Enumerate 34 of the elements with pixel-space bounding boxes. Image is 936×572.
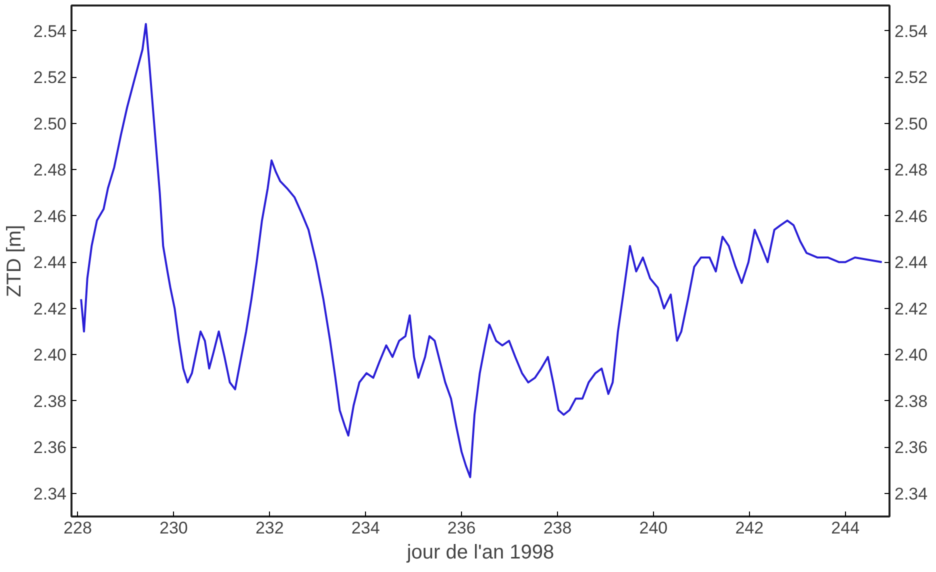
y-tick-label: 2.48 [33, 160, 67, 180]
x-tick-label: 234 [351, 518, 380, 538]
y-tick-label: 2.40 [33, 346, 67, 365]
y2-tick-label: 2.50 [894, 114, 928, 134]
x-tick-label: 236 [447, 518, 476, 538]
y2-tick-label: 2.52 [894, 68, 928, 88]
y2-tick-label: 2.40 [894, 346, 928, 365]
y-tick-label: 2.36 [33, 438, 67, 458]
x-tick-label: 240 [639, 518, 668, 538]
line-series [80, 23, 883, 478]
y2-tick-label: 2.54 [894, 22, 928, 41]
x-tick-label: 238 [543, 518, 572, 538]
y-tick-label: 2.50 [33, 114, 67, 134]
y-tick-label: 2.54 [33, 22, 67, 41]
y2-tick-label: 2.36 [894, 438, 928, 458]
x-tick-label: 244 [831, 518, 860, 538]
y-tick-label: 2.44 [33, 253, 67, 272]
y2-tick-label: 2.46 [894, 206, 928, 226]
y2-tick-label: 2.34 [894, 484, 928, 504]
y2-tick-label: 2.42 [894, 299, 928, 318]
y-tick-label: 2.42 [33, 299, 67, 318]
x-tick-label: 242 [735, 518, 764, 538]
y-tick-label: 2.38 [33, 392, 67, 411]
y2-tick-label: 2.48 [894, 160, 928, 180]
x-tick-label: 228 [64, 518, 92, 538]
x-tick-label: 232 [255, 518, 284, 538]
y-tick-label: 2.52 [33, 68, 67, 88]
y-tick-label: 2.34 [33, 484, 67, 504]
x-tick-label: 230 [160, 518, 188, 538]
y-tick-label: 2.46 [33, 206, 67, 226]
y2-tick-label: 2.38 [894, 392, 928, 411]
x-axis-title: jour de l'an 1998 [406, 542, 554, 564]
y-axis-title: ZTD [m] [3, 224, 26, 298]
y2-tick-label: 2.44 [894, 253, 928, 272]
